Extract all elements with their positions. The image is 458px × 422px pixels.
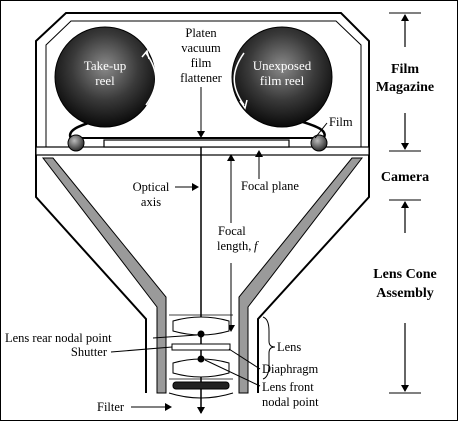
platen-label-3: film bbox=[191, 56, 212, 70]
lens-cone-label-1: Lens Cone bbox=[373, 267, 436, 282]
lens-rear-nodal-label: Lens rear nodal point bbox=[5, 331, 112, 345]
camera-label: Camera bbox=[381, 170, 429, 185]
platen-label-4: flattener bbox=[180, 71, 222, 85]
filter bbox=[168, 381, 234, 399]
focal-length-label-2: length, bbox=[217, 239, 251, 253]
lens-cone-housing bbox=[35, 151, 370, 394]
platen-bar bbox=[35, 139, 370, 156]
front-nodal-point bbox=[197, 355, 205, 363]
right-roller bbox=[310, 134, 328, 152]
filter-label: Filter bbox=[97, 400, 125, 414]
platen-label-1: Platen bbox=[185, 26, 217, 40]
focal-plane-label: Focal plane bbox=[241, 179, 299, 193]
diaphragm-label: Diaphragm bbox=[262, 362, 319, 376]
unexposed-film-reel bbox=[231, 26, 333, 128]
film-magazine-label-1: Film bbox=[391, 62, 419, 77]
unexposed-reel-label-1: Unexposed bbox=[253, 58, 312, 73]
take-up-reel-label-1: Take-up bbox=[84, 58, 126, 73]
rear-nodal-pointer bbox=[152, 334, 198, 339]
lens-label: Lens bbox=[277, 340, 301, 354]
diaphragm-pointer bbox=[228, 348, 261, 370]
unexposed-reel-label-2: film reel bbox=[260, 73, 305, 88]
optical-axis-label-1: Optical bbox=[133, 180, 170, 194]
section-indicators bbox=[389, 12, 421, 394]
lens-bracket bbox=[262, 316, 276, 380]
lens-front-label-2: nodal point bbox=[262, 395, 319, 409]
take-up-reel bbox=[54, 26, 157, 128]
film-label: Film bbox=[329, 115, 353, 129]
rotation-arrow-icon bbox=[239, 99, 248, 110]
rotation-arrow-icon bbox=[141, 49, 150, 60]
take-up-reel-label-2: reel bbox=[95, 73, 115, 88]
film-magazine-label-2: Magazine bbox=[376, 80, 434, 95]
optical-axis-label-2: axis bbox=[141, 195, 161, 209]
shutter-pointer bbox=[110, 346, 173, 353]
shutter-label: Shutter bbox=[71, 345, 108, 359]
lens-cone-label-2: Assembly bbox=[376, 286, 434, 301]
rear-nodal-point bbox=[197, 330, 205, 338]
left-roller bbox=[67, 134, 85, 152]
front-nodal-pointer bbox=[204, 359, 261, 387]
focal-length-variable: f bbox=[254, 239, 259, 253]
platen-label-2: vacuum bbox=[181, 41, 221, 55]
lens-front-label-1: Lens front bbox=[262, 380, 314, 394]
lens-assembly bbox=[169, 314, 233, 380]
focal-length-label-1: Focal bbox=[218, 224, 246, 238]
film-pointer bbox=[314, 122, 328, 139]
